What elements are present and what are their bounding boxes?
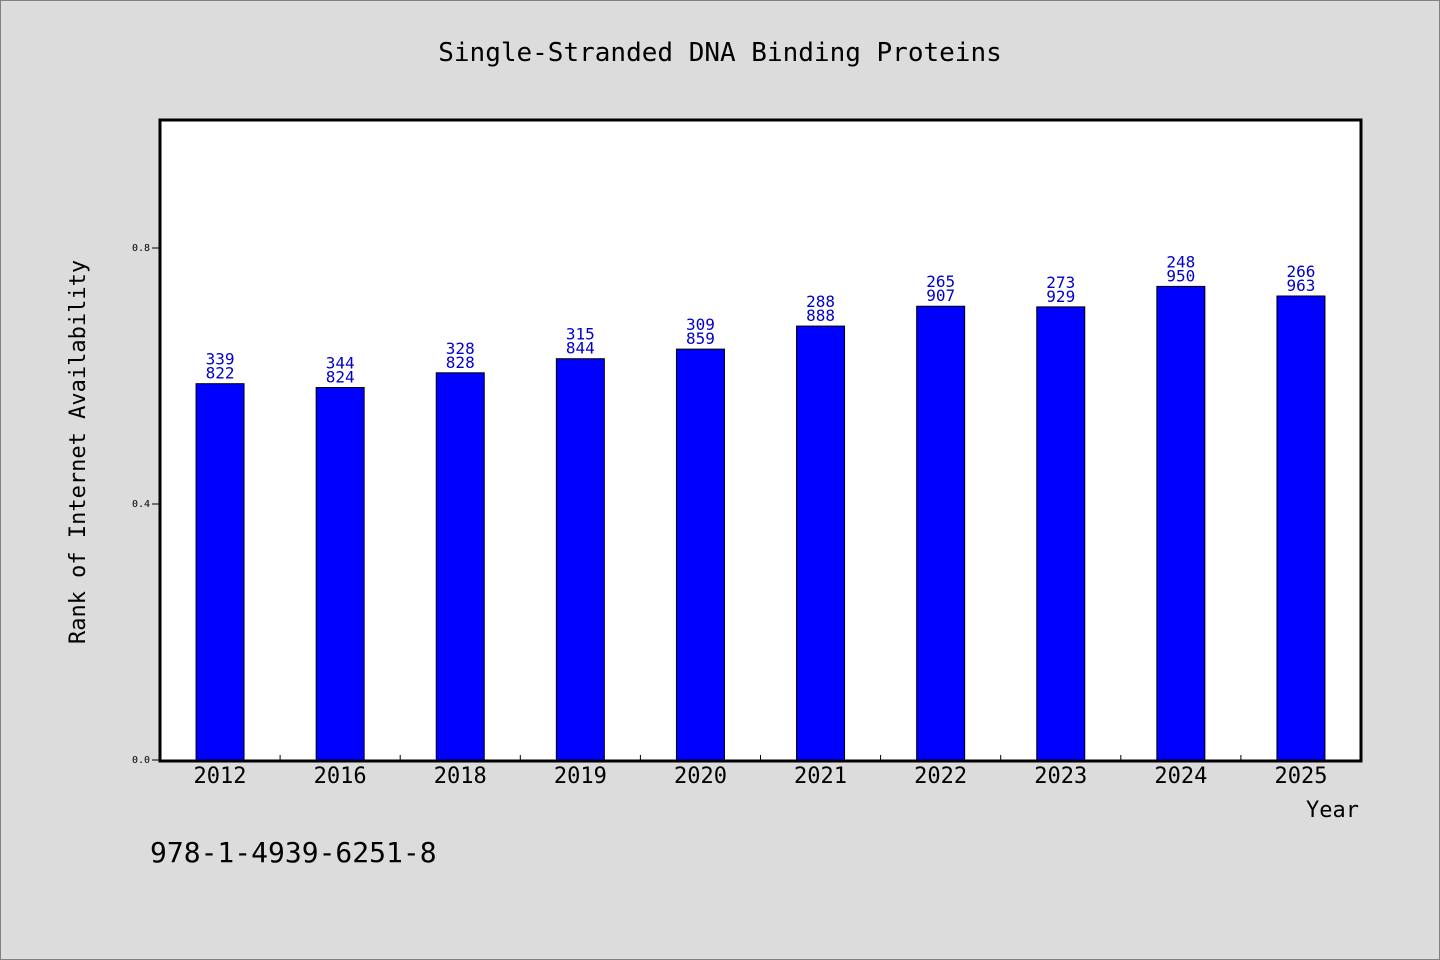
- y-tick-label: 0.0: [132, 755, 150, 766]
- data-label-bottom: 859: [686, 329, 715, 348]
- bar: [796, 325, 846, 761]
- x-tick-label: 2019: [554, 764, 607, 789]
- y-axis: 0.0 0.4 0.8: [132, 243, 160, 766]
- data-label-bottom: 824: [326, 368, 355, 387]
- y-tick-label: 0.8: [132, 243, 150, 254]
- bar: [555, 358, 605, 761]
- bar: [1276, 295, 1326, 761]
- data-label-bottom: 963: [1286, 276, 1315, 295]
- x-tick-label: 2021: [794, 764, 847, 789]
- x-axis: 2012 2016 2018 2019 2020 2021 2022 2023 2024 2025: [194, 755, 1327, 789]
- bar: [1156, 285, 1206, 761]
- bar: [195, 383, 245, 761]
- data-labels: 3398223448243288283158443098592888882659…: [206, 252, 1316, 386]
- data-label-top: 265: [926, 272, 955, 291]
- data-label-top: 315: [566, 325, 595, 344]
- data-label-top: 248: [1166, 252, 1195, 271]
- bar: [1036, 306, 1086, 761]
- data-label-top: 344: [326, 354, 355, 373]
- y-tick-label: 0.4: [132, 499, 150, 510]
- data-label-bottom: 907: [926, 286, 955, 305]
- x-tick-label: 2020: [674, 764, 727, 789]
- x-tick-label: 2012: [194, 764, 247, 789]
- x-tick-label: 2024: [1154, 764, 1207, 789]
- data-label-top: 288: [806, 292, 835, 311]
- x-tick-label: 2018: [434, 764, 487, 789]
- data-label-bottom: 950: [1166, 266, 1195, 285]
- isbn-footnote: 978-1-4939-6251-8: [150, 836, 437, 869]
- data-label-bottom: 929: [1046, 287, 1075, 306]
- bar: [435, 372, 485, 761]
- bar: [675, 348, 725, 761]
- x-tick-label: 2016: [314, 764, 367, 789]
- data-label-bottom: 888: [806, 306, 835, 325]
- x-tick-label: 2022: [914, 764, 967, 789]
- x-axis-label: Year: [1306, 798, 1359, 823]
- data-label-bottom: 822: [206, 364, 235, 383]
- y-axis-label: Rank of Internet Availability: [66, 260, 91, 644]
- data-label-bottom: 828: [446, 353, 475, 372]
- data-label-top: 309: [686, 315, 715, 334]
- data-label-bottom: 844: [566, 339, 595, 358]
- data-label-top: 339: [206, 350, 235, 369]
- data-label-top: 273: [1046, 273, 1075, 292]
- bar-series: [195, 285, 1326, 761]
- x-tick-label: 2023: [1034, 764, 1087, 789]
- bar: [315, 387, 365, 761]
- data-label-top: 266: [1286, 262, 1315, 281]
- chart-title: Single-Stranded DNA Binding Proteins: [438, 38, 1002, 68]
- x-tick-label: 2025: [1274, 764, 1327, 789]
- data-label-top: 328: [446, 339, 475, 358]
- bar: [916, 305, 966, 761]
